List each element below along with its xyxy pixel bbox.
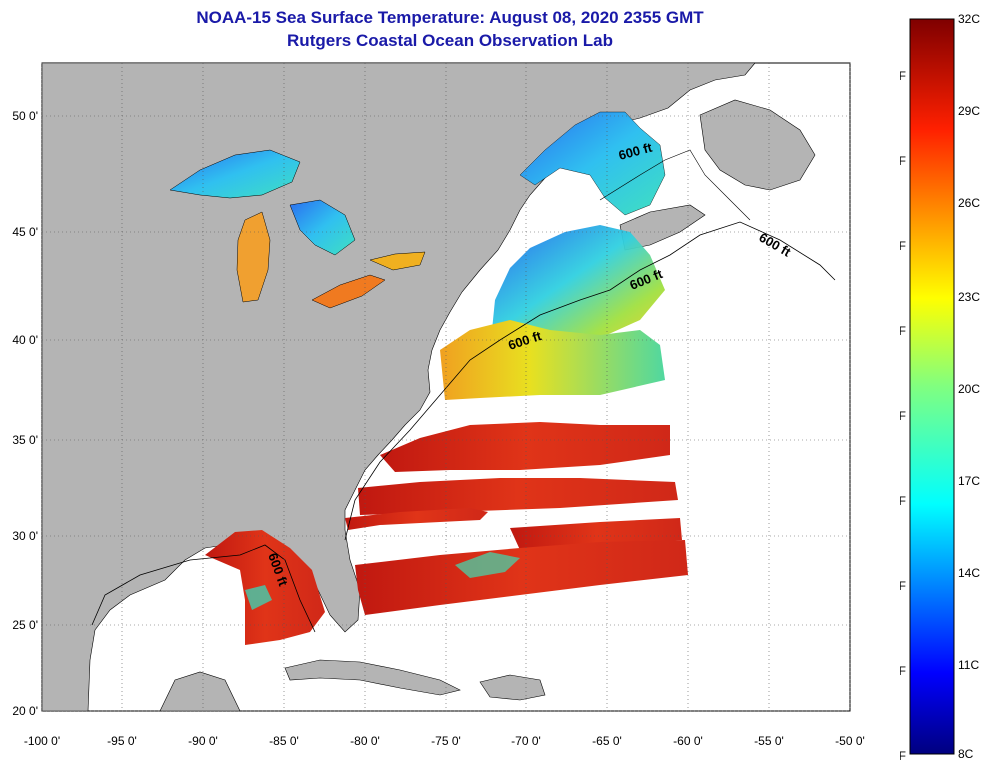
colorbar-celsius-label: 26C: [958, 196, 980, 210]
lon-tick-label: -85 0': [269, 734, 299, 748]
lon-tick-label: -75 0': [431, 734, 461, 748]
lat-tick-label: 35 0': [12, 433, 38, 447]
colorbar-celsius-label: 8C: [958, 747, 974, 761]
colorbar-celsius-label: 20C: [958, 382, 980, 396]
lon-tick-label: -90 0': [188, 734, 218, 748]
colorbar: 32C 29C 26C 23C 20C 17C 14C 11C 8C 86F 81F 76F 71F 66…: [900, 12, 980, 763]
graticule: [41, 63, 851, 712]
lon-tick-label: -60 0': [673, 734, 703, 748]
colorbar-fahrenheit-label: 86F: [900, 69, 906, 83]
sst-band-3: [345, 508, 488, 530]
st-lawrence: [519, 111, 666, 216]
colorbar-fahrenheit-label: 66F: [900, 409, 906, 423]
colorbar-fahrenheit-label: 71F: [900, 324, 906, 338]
lake-michigan: [236, 211, 271, 303]
lake-ontario: [369, 251, 426, 271]
sst-band-1: [380, 422, 670, 472]
lon-tick-label: -80 0': [350, 734, 380, 748]
colorbar-fahrenheit-label: 61F: [900, 494, 906, 508]
colorbar-fahrenheit-label: 56F: [900, 579, 906, 593]
lat-tick-label: 45 0': [12, 225, 38, 239]
sst-gulf-teal-2: [245, 585, 272, 610]
colorbar-fahrenheit-label: 51F: [900, 664, 906, 678]
colorbar-celsius-label: 17C: [958, 474, 980, 488]
sst-band-2: [358, 478, 678, 515]
colorbar-celsius-label: 32C: [958, 12, 980, 26]
sst-gulf-teal: [455, 552, 520, 578]
latitude-labels: 50 0' 45 0' 40 0' 35 0' 30 0' 25 0' 20 0': [12, 109, 38, 718]
map-title: NOAA-15 Sea Surface Temperature: August …: [196, 8, 704, 27]
lat-tick-label: 50 0': [12, 109, 38, 123]
colorbar-fahrenheit-label: 76F: [900, 239, 906, 253]
lake-erie: [311, 274, 386, 309]
lake-superior: [169, 149, 301, 199]
longitude-labels: -100 0' -95 0' -90 0' -85 0' -80 0' -75 0' -70…: [24, 734, 865, 748]
sst-band-5: [355, 540, 688, 615]
depth-contour-shelf: [599, 149, 751, 221]
map-subtitle: Rutgers Coastal Ocean Observation Lab: [287, 31, 613, 50]
colorbar-gradient: [909, 18, 955, 755]
colorbar-celsius-label: 23C: [958, 290, 980, 304]
lon-tick-label: -95 0': [107, 734, 137, 748]
colorbar-celsius-label: 29C: [958, 104, 980, 118]
depth-contour-atlantic: [344, 221, 836, 541]
lon-tick-label: -100 0': [24, 734, 60, 748]
colorbar-celsius-label: 11C: [958, 658, 979, 672]
lat-tick-label: 25 0': [12, 618, 38, 632]
colorbar-fahrenheit-label: 81F: [900, 154, 906, 168]
sst-mid-atlantic-shelf: [440, 320, 665, 400]
lat-tick-label: 20 0': [12, 704, 38, 718]
colorbar-celsius-label: 14C: [958, 566, 980, 580]
sst-map: 600 ft 600 ft 600 ft 600 ft 600 ft -100 …: [12, 62, 865, 748]
land-hispaniola: [479, 674, 546, 701]
lon-tick-label: -65 0': [592, 734, 622, 748]
lon-tick-label: -55 0': [754, 734, 784, 748]
land-newfoundland: [699, 99, 816, 191]
lat-tick-label: 40 0': [12, 333, 38, 347]
land-cuba: [284, 659, 461, 696]
lat-tick-label: 30 0': [12, 529, 38, 543]
lon-tick-label: -50 0': [835, 734, 865, 748]
lake-huron: [289, 199, 356, 256]
depth-contour-gulf: [91, 544, 316, 633]
lon-tick-label: -70 0': [511, 734, 541, 748]
sst-gulf-of-maine: [492, 225, 665, 345]
colorbar-fahrenheit-label: 46F: [900, 749, 906, 763]
